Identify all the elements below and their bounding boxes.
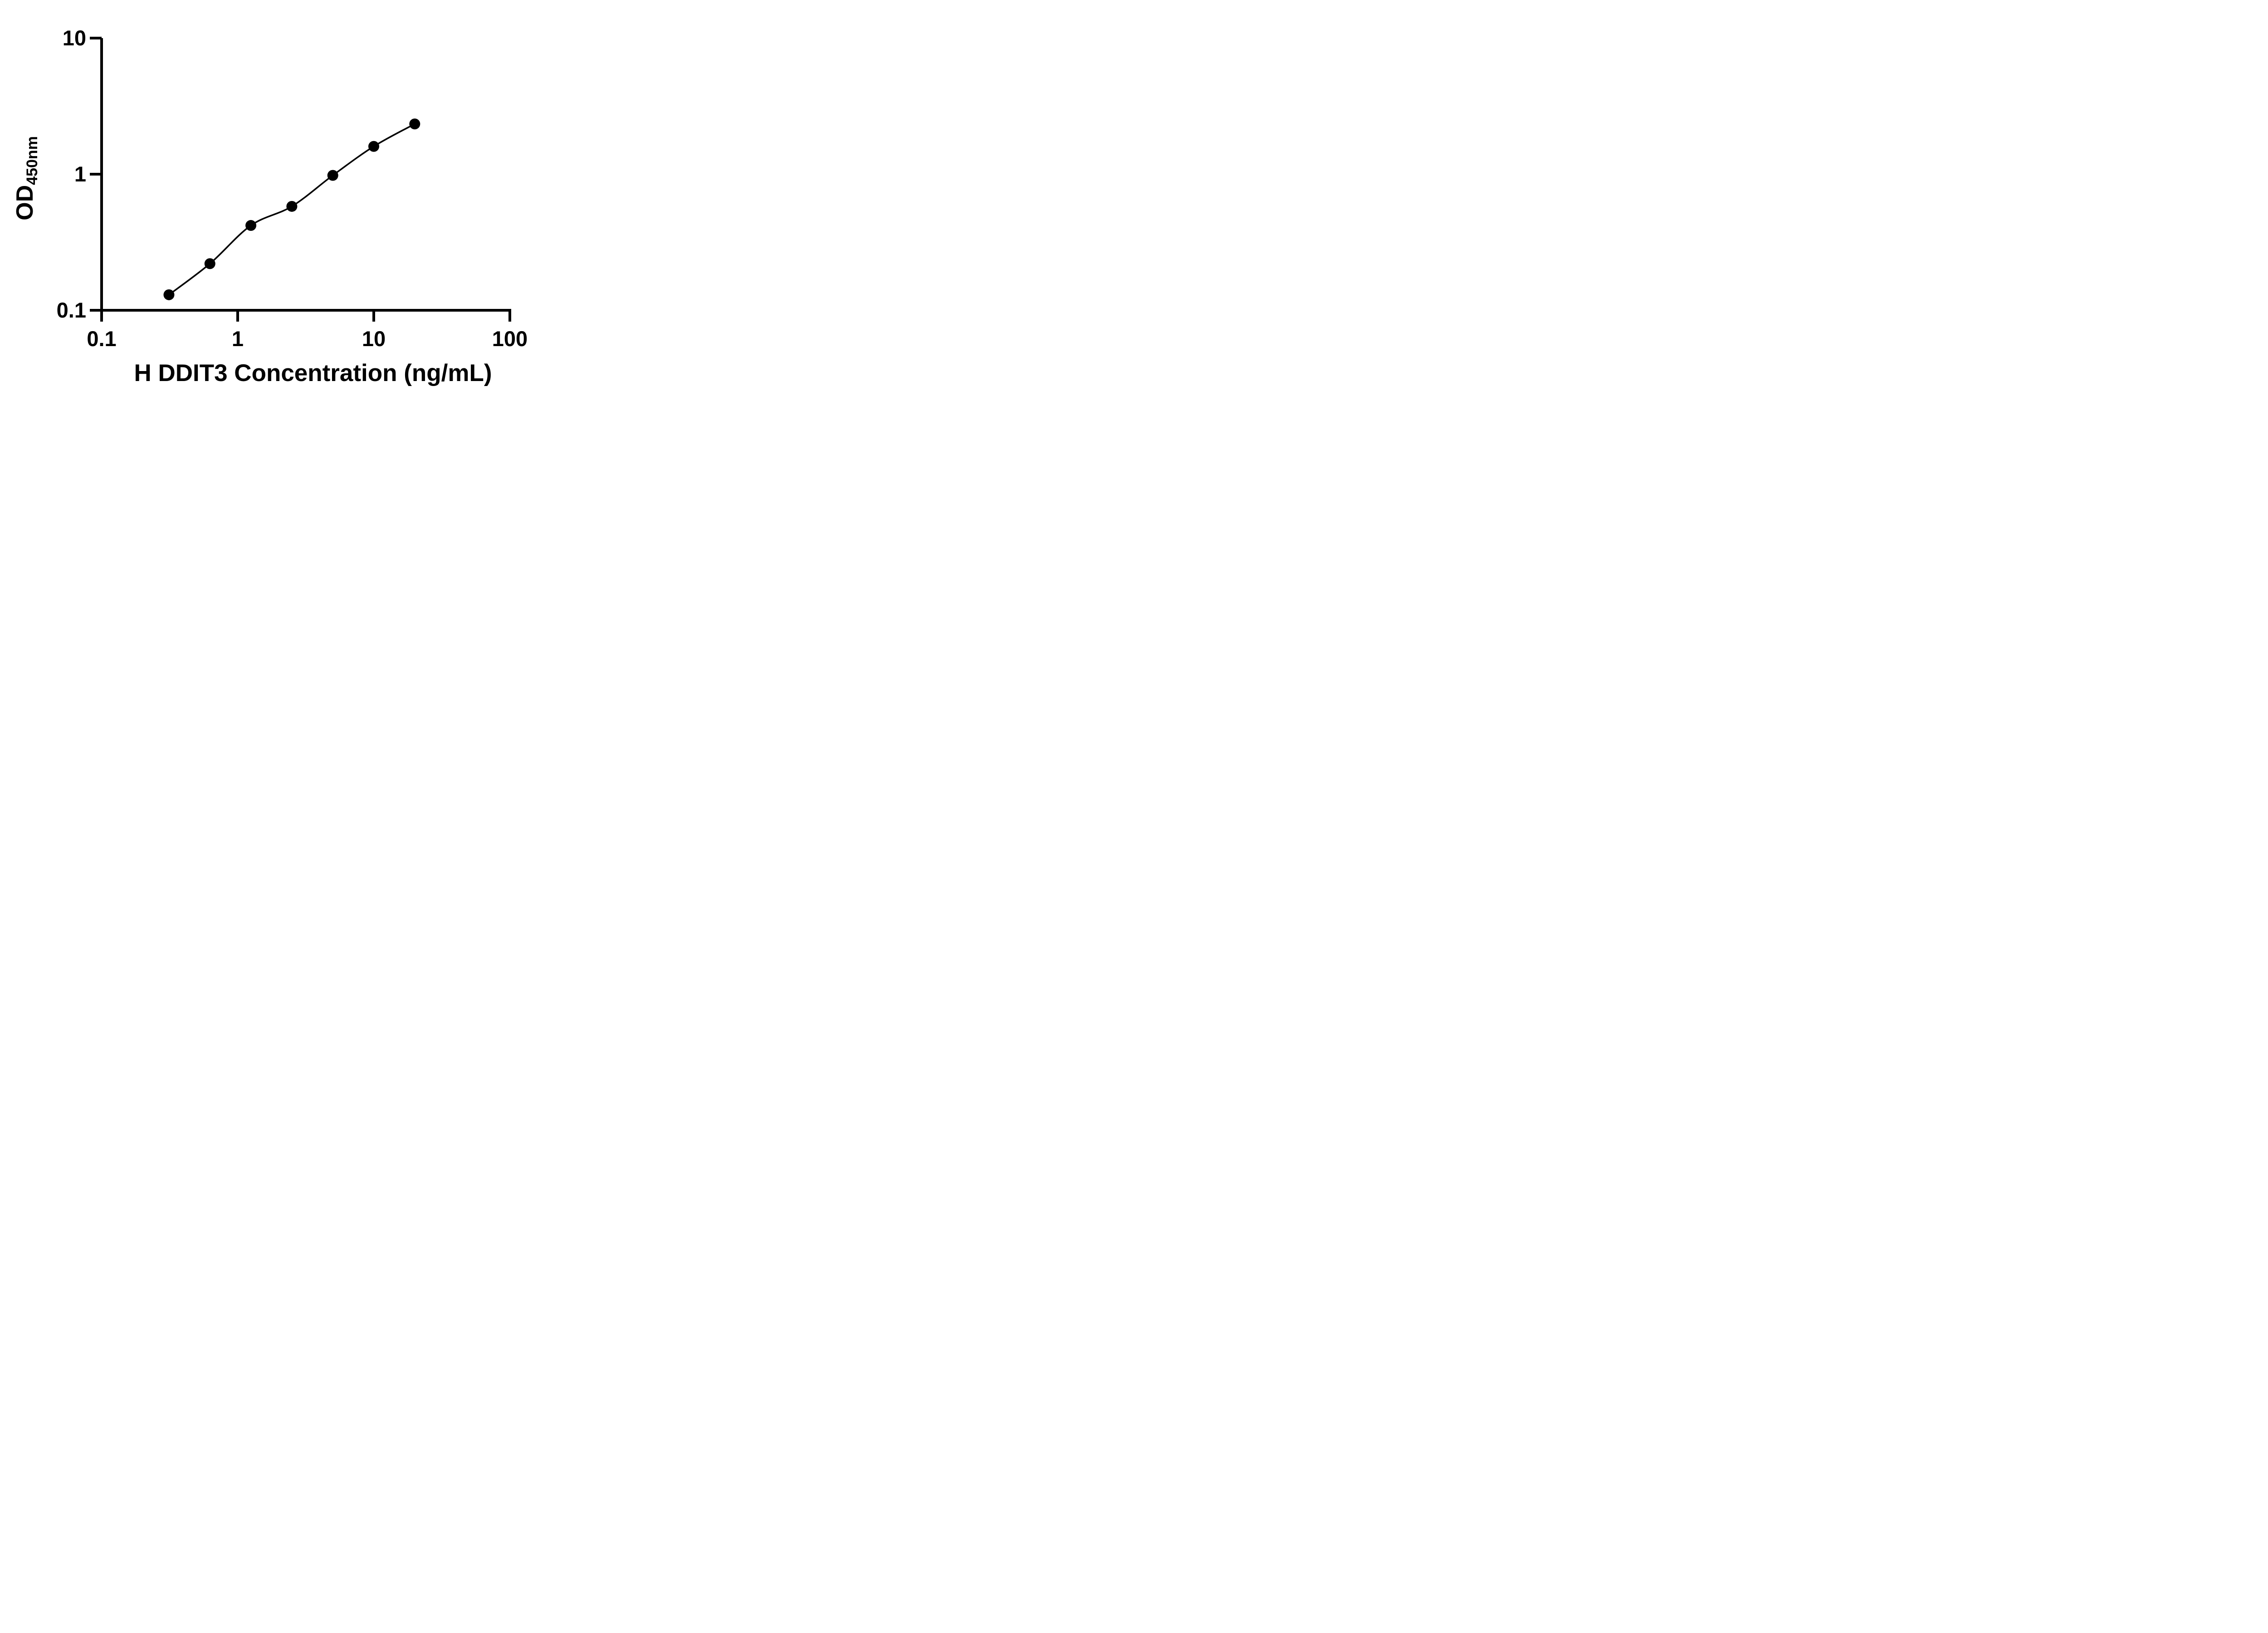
- data-point: [409, 118, 420, 130]
- x-tick-label-1: 1: [232, 327, 244, 351]
- data-point: [204, 258, 215, 269]
- y-axis-title-subscript: 450nm: [24, 136, 41, 185]
- x-tick-label-10: 10: [362, 327, 386, 351]
- data-point: [163, 289, 175, 300]
- plot-area: [90, 37, 511, 322]
- y-axis-title: OD450nm: [12, 136, 41, 220]
- data-point: [286, 200, 298, 212]
- elisa-standard-curve-figure: 0.1 1 10 100 0.1 1 10 H DDIT3 Concentrat…: [0, 0, 572, 408]
- x-axis-title: H DDIT3 Concentration (ng/mL): [134, 360, 492, 386]
- chart-canvas: 0.1 1 10 100 0.1 1 10 H DDIT3 Concentrat…: [12, 26, 528, 386]
- y-tick-label-0.1: 0.1: [57, 298, 86, 322]
- y-tick-label-1: 1: [74, 162, 86, 186]
- data-point: [368, 141, 379, 152]
- y-tick-label-10: 10: [63, 26, 86, 50]
- data-point: [245, 220, 257, 231]
- y-axis-title-main: OD: [12, 185, 38, 220]
- x-tick-label-100: 100: [492, 327, 528, 351]
- data-point: [327, 170, 338, 181]
- x-tick-label-0.1: 0.1: [87, 327, 116, 351]
